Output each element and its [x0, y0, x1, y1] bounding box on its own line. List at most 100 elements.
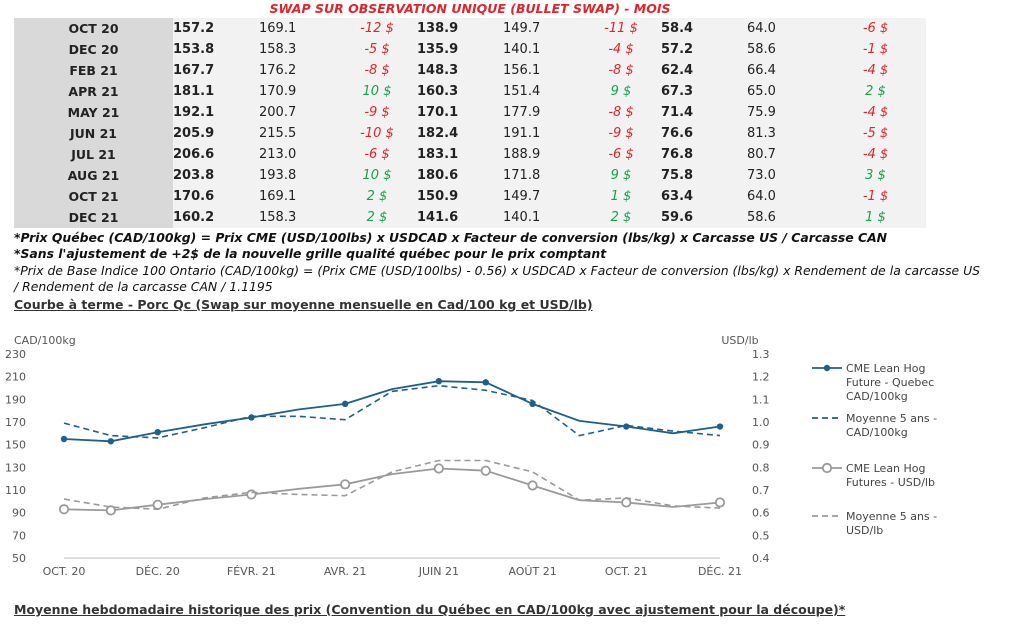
cell-a2: 193.8 [259, 168, 297, 183]
cell-d1: -6 $ [364, 147, 390, 162]
cell-c2: 81.3 [747, 126, 776, 141]
y-tick-left: 230 [5, 348, 26, 361]
y-axis-left-label: CAD/100kg [14, 334, 76, 347]
y-tick-right: 0.5 [752, 529, 770, 542]
data-point [152, 499, 163, 510]
y-tick-right: 1.3 [752, 348, 770, 361]
swap-table: OCT 20 157.2 169.1 -12 $ 138.9 149.7 -11 $ 58.4… [14, 18, 926, 228]
x-tick-label: DÉC. 21 [698, 565, 742, 578]
cell-a1: 157.2 [173, 21, 215, 36]
cell-b1: 138.9 [417, 21, 459, 36]
y-axis-right-label: USD/lb [721, 334, 758, 347]
cell-a2: 200.7 [259, 105, 297, 120]
y-tick-left: 50 [12, 552, 26, 565]
series-line-1 [63, 384, 721, 439]
cell-c1: 67.3 [661, 84, 694, 99]
x-tick-label: JUIN 21 [418, 565, 459, 578]
table-row: AUG 21 203.8 193.8 10 $ 180.6 171.8 9 $ 75.8 73.… [14, 165, 926, 186]
cell-d1: 10 $ [362, 168, 392, 183]
cell-a1: 206.6 [173, 147, 215, 162]
note-adjustment: *Sans l'ajustement de +2$ de la nouvelle… [14, 246, 607, 261]
data-point [480, 465, 491, 476]
x-tick-label: OCT. 21 [605, 565, 648, 578]
cell-d1: -12 $ [360, 21, 394, 36]
data-point [340, 479, 351, 490]
cell-a1: 167.7 [173, 63, 215, 78]
data-point [714, 497, 726, 508]
cell-d1: -8 $ [364, 63, 390, 78]
cell-b2: 191.1 [503, 126, 541, 141]
data-point [341, 400, 349, 408]
cell-c2: 64.0 [747, 21, 776, 36]
legend-label-2: CME Lean Hog [846, 462, 926, 475]
y-tick-right: 0.8 [752, 461, 770, 474]
cell-b2: 156.1 [503, 63, 541, 78]
cell-b1: 170.1 [417, 105, 459, 120]
cell-a1: 205.9 [173, 126, 215, 141]
cell-month: FEB 21 [69, 63, 118, 78]
cell-a2: 213.0 [259, 147, 297, 162]
cell-a2: 215.5 [259, 126, 297, 141]
data-point [105, 505, 116, 516]
cell-a1: 181.1 [173, 84, 215, 99]
legend-label-0: CME Lean Hog [846, 362, 926, 375]
y-tick-left: 90 [12, 507, 26, 520]
cell-a2: 169.1 [259, 21, 297, 36]
y-tick-left: 130 [5, 461, 26, 474]
cell-b1: 182.4 [417, 126, 459, 141]
legend-marker [823, 364, 831, 372]
cell-c1: 57.2 [661, 42, 694, 57]
table-row: OCT 21 170.6 169.1 2 $ 150.9 149.7 1 $ 63.4 64.0… [14, 186, 926, 207]
cell-d2: -8 $ [608, 63, 634, 78]
cell-a1: 153.8 [173, 42, 215, 57]
data-point [435, 378, 443, 385]
note-ontario-price: *Prix de Base Indice 100 Ontario (CAD/10… [14, 263, 981, 278]
cell-c1: 75.8 [661, 168, 694, 183]
y-tick-left: 190 [5, 393, 26, 406]
cell-c2: 80.7 [747, 147, 776, 162]
cell-d3: -1 $ [862, 42, 889, 57]
cell-c1: 59.6 [661, 210, 694, 225]
chart-heading: Courbe à terme - Porc Qc (Swap sur moyen… [14, 297, 593, 312]
y-tick-right: 1.0 [752, 416, 770, 429]
y-tick-right: 1.1 [752, 393, 770, 406]
cell-b2: 188.9 [503, 147, 541, 162]
table-row: APR 21 181.1 170.9 10 $ 160.3 151.4 9 $ 67.3 65.… [14, 81, 926, 102]
data-point [433, 463, 444, 474]
cell-d1: 2 $ [366, 210, 388, 225]
data-point [60, 435, 68, 443]
cell-d3: -4 $ [862, 105, 889, 120]
legend-label-0: CAD/100kg [846, 390, 908, 403]
cell-b1: 141.6 [417, 210, 459, 225]
cell-d3: 1 $ [865, 210, 886, 225]
cell-d2: -11 $ [604, 21, 638, 36]
data-point [716, 423, 724, 430]
x-tick-label: AVR. 21 [324, 565, 367, 578]
y-tick-left: 110 [5, 484, 26, 497]
x-tick-label: DÉC. 20 [136, 565, 180, 578]
y-tick-right: 0.6 [752, 507, 770, 520]
historical-heading: Moyenne hebdomadaire historique des prix… [14, 602, 846, 617]
cell-b2: 140.1 [503, 210, 541, 225]
table-row: DEC 21 160.2 158.3 2 $ 141.6 140.1 2 $ 59.6 58.6… [14, 207, 926, 228]
data-point [154, 429, 161, 436]
table-banner: SWAP SUR OBSERVATION UNIQUE (BULLET SWAP… [269, 1, 671, 16]
cell-d3: -1 $ [862, 189, 889, 204]
cell-month: OCT 21 [68, 189, 119, 204]
cell-d3: -5 $ [862, 126, 889, 141]
y-tick-right: 0.7 [752, 484, 770, 497]
legend-label-2: Futures - USD/lb [846, 476, 935, 489]
table-row: JUL 21 206.6 213.0 -6 $ 183.1 188.9 -6 $ 76.8 80… [14, 144, 926, 165]
y-tick-right: 0.9 [752, 439, 770, 452]
cell-d3: -6 $ [862, 21, 889, 36]
cell-a2: 169.1 [259, 189, 297, 204]
note-ontario-price-cont: / Rendement de la carcasse CAN / 1.1195 [14, 279, 273, 294]
y-tick-right: 1.2 [752, 371, 770, 384]
series-line-0 [63, 380, 721, 443]
data-point [623, 423, 630, 430]
cell-c2: 65.0 [747, 84, 776, 99]
cell-b1: 148.3 [417, 63, 459, 78]
cell-d2: 9 $ [610, 168, 632, 183]
cell-d2: -4 $ [608, 42, 634, 57]
cell-d1: 2 $ [366, 189, 388, 204]
